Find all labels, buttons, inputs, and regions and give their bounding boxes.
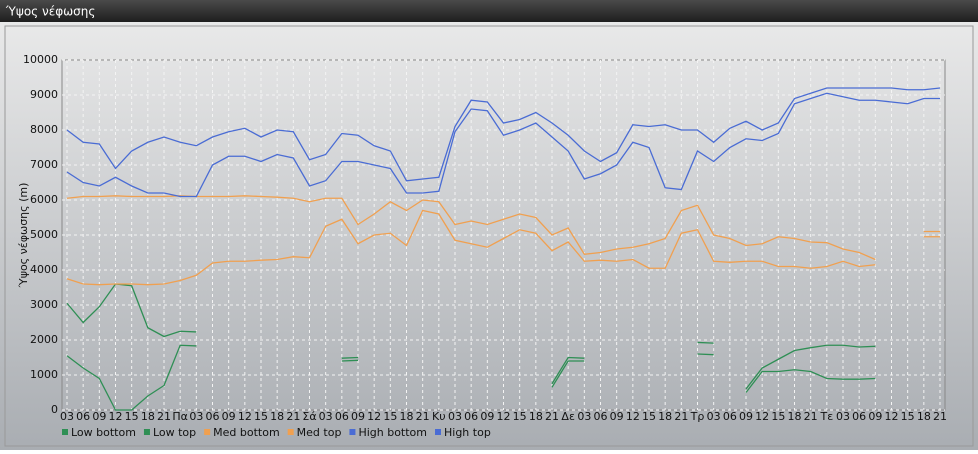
x-tick-label: 15	[513, 410, 527, 423]
legend-label: Low top	[153, 426, 196, 439]
x-tick-label: 03	[836, 410, 850, 423]
legend-swatch	[204, 429, 211, 435]
x-tick-label: 15	[771, 410, 785, 423]
x-tick-label: 09	[739, 410, 753, 423]
x-tick-label: 15	[901, 410, 915, 423]
x-tick-label: 12	[755, 410, 769, 423]
y-tick-label: 1000	[30, 368, 58, 381]
x-tick-label: Σά	[302, 410, 316, 423]
x-tick-label: 18	[529, 410, 543, 423]
legend-swatch	[62, 429, 68, 435]
series-line	[66, 209, 876, 286]
x-tick-label: 18	[141, 410, 155, 423]
y-tick-label: 6000	[30, 193, 58, 206]
x-tick-label: 18	[917, 410, 931, 423]
x-tick-label: 15	[383, 410, 397, 423]
x-tick-label: 21	[674, 410, 688, 423]
x-tick-label: 09	[222, 410, 236, 423]
x-tick-label: 03	[319, 410, 333, 423]
x-tick-label: Κυ	[432, 410, 446, 423]
x-tick-label: Τε	[819, 410, 833, 423]
series-line	[66, 87, 941, 182]
x-tick-label: 06	[335, 410, 349, 423]
series-line	[551, 356, 585, 385]
y-tick-label: 9000	[30, 88, 58, 101]
series-line	[66, 195, 876, 261]
x-tick-label: 03	[189, 410, 203, 423]
series-line	[66, 92, 940, 198]
x-tick-label: 18	[400, 410, 414, 423]
x-tick-label: 06	[76, 410, 90, 423]
x-tick-label: 21	[804, 410, 818, 423]
x-tick-label: 06	[206, 410, 220, 423]
x-tick-label: 09	[92, 410, 106, 423]
x-tick-label: 12	[367, 410, 381, 423]
x-tick-label: 21	[286, 410, 300, 423]
x-tick-label: 21	[416, 410, 430, 423]
x-tick-label: 12	[109, 410, 123, 423]
series-line	[66, 344, 197, 411]
x-tick-label: 12	[238, 410, 252, 423]
series-line	[341, 356, 359, 359]
x-tick-label: 15	[642, 410, 656, 423]
x-tick-label: 21	[157, 410, 171, 423]
x-tick-label: 18	[658, 410, 672, 423]
x-tick-label: 21	[545, 410, 559, 423]
y-tick-label: 8000	[30, 123, 58, 136]
x-tick-label: 06	[464, 410, 478, 423]
y-tick-label: 3000	[30, 298, 58, 311]
x-tick-label: 15	[125, 410, 139, 423]
x-tick-label: 06	[723, 410, 737, 423]
x-tick-label: 06	[594, 410, 608, 423]
legend-swatch	[287, 429, 294, 435]
x-tick-label: 12	[497, 410, 511, 423]
title-bar	[0, 0, 978, 22]
legend-label: Med bottom	[213, 426, 280, 439]
series-line	[745, 344, 876, 390]
x-tick-label: 09	[868, 410, 882, 423]
x-tick-label: Τρ	[690, 410, 705, 423]
series-line	[341, 359, 359, 362]
y-tick-label: 2000	[30, 333, 58, 346]
legend-label: High bottom	[358, 426, 427, 439]
x-tick-label: Πα	[172, 410, 188, 423]
x-tick-label: 09	[351, 410, 365, 423]
y-tick-label: 4000	[30, 263, 58, 276]
legend-label: High top	[444, 426, 491, 439]
y-tick-label: 7000	[30, 158, 58, 171]
legend-label: Low bottom	[71, 426, 136, 439]
x-tick-label: 03	[707, 410, 721, 423]
x-tick-label: 06	[852, 410, 866, 423]
y-tick-label: 5000	[30, 228, 58, 241]
legend-label: Med top	[297, 426, 342, 439]
frame	[4, 25, 974, 447]
legend-swatch	[143, 429, 150, 435]
x-tick-label: 12	[626, 410, 640, 423]
legend-swatch	[435, 429, 441, 435]
series-line	[66, 283, 197, 338]
series-line	[697, 353, 714, 356]
legend-swatch	[349, 429, 356, 435]
x-tick-label: Δε	[561, 410, 575, 423]
x-tick-label: 18	[270, 410, 284, 423]
y-axis-label: Ύψος νέφωσης (m)	[17, 183, 30, 289]
y-tick-label: 0	[51, 403, 58, 416]
x-tick-label: 03	[577, 410, 591, 423]
x-tick-label: 03	[448, 410, 462, 423]
y-tick-label: 10000	[23, 53, 58, 66]
series-line	[745, 369, 876, 393]
x-tick-label: 03	[60, 410, 74, 423]
series-line	[697, 341, 714, 344]
x-tick-label: 09	[480, 410, 494, 423]
x-tick-label: 15	[254, 410, 268, 423]
window-title: Ύψος νέφωσης	[5, 5, 95, 19]
series-line	[551, 360, 585, 388]
x-tick-label: 18	[788, 410, 802, 423]
x-tick-label: 09	[610, 410, 624, 423]
x-tick-label: 12	[885, 410, 899, 423]
x-tick-label: 21	[933, 410, 947, 423]
